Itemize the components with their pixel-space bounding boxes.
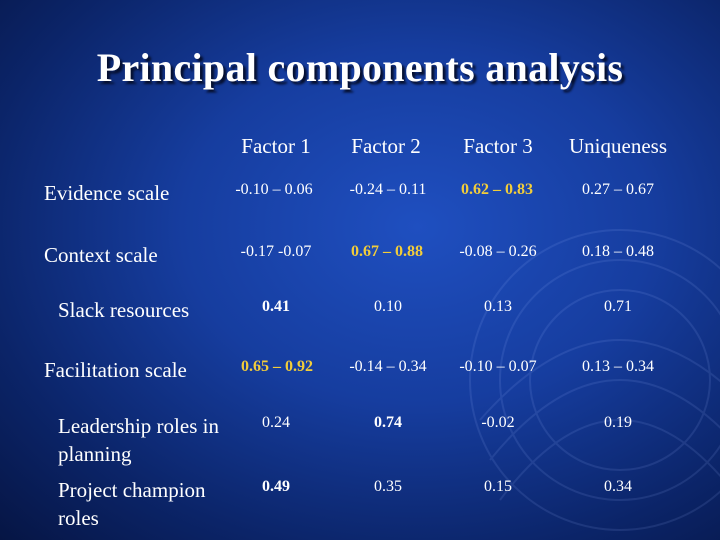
row-label-context-scale: Context scale bbox=[44, 243, 158, 267]
cell-leadership-factor-1: 0.24 bbox=[262, 414, 290, 431]
row-label-slack-resources: Slack resources bbox=[58, 298, 190, 322]
cell-leadership-factor-3: -0.02 bbox=[481, 414, 515, 431]
cell-champion-uniqueness: 0.34 bbox=[604, 478, 632, 495]
cell-evidence-factor-2: -0.24 – 0.11 bbox=[349, 181, 427, 198]
cell-champion-factor-1: 0.49 bbox=[262, 478, 290, 495]
cell-context-factor-3: -0.08 – 0.26 bbox=[459, 243, 537, 260]
cell-evidence-factor-1: -0.10 – 0.06 bbox=[235, 181, 313, 198]
slide-title: Principal components analysis bbox=[96, 45, 624, 90]
row-label-facilitation-scale: Facilitation scale bbox=[44, 358, 187, 382]
cell-facilitation-uniqueness: 0.13 – 0.34 bbox=[582, 358, 654, 375]
cell-context-factor-1: -0.17 -0.07 bbox=[240, 243, 312, 260]
cell-facilitation-factor-3: -0.10 – 0.07 bbox=[459, 358, 537, 375]
cell-context-factor-2-highlight: 0.67 – 0.88 bbox=[351, 243, 423, 260]
column-header-factor-3: Factor 3 bbox=[463, 134, 533, 158]
cell-slack-factor-3: 0.13 bbox=[484, 298, 512, 315]
row-label-leadership-roles: Leadership roles in planning bbox=[58, 414, 219, 466]
column-header-factor-2: Factor 2 bbox=[351, 134, 421, 158]
row-label-project-champion-roles: Project champion roles bbox=[58, 478, 206, 530]
row-label-evidence-scale: Evidence scale bbox=[44, 181, 170, 205]
cell-context-uniqueness: 0.18 – 0.48 bbox=[582, 243, 654, 260]
cell-facilitation-factor-2: -0.14 – 0.34 bbox=[349, 358, 427, 375]
cell-slack-uniqueness: 0.71 bbox=[604, 298, 632, 315]
cell-leadership-uniqueness: 0.19 bbox=[604, 414, 632, 431]
cell-leadership-factor-2: 0.74 bbox=[374, 414, 402, 431]
cell-slack-factor-2: 0.10 bbox=[374, 298, 402, 315]
cell-evidence-factor-3-highlight: 0.62 – 0.83 bbox=[461, 181, 533, 198]
column-header-uniqueness: Uniqueness bbox=[569, 134, 667, 158]
cell-champion-factor-2: 0.35 bbox=[374, 478, 402, 495]
cell-champion-factor-3: 0.15 bbox=[484, 478, 512, 495]
cell-evidence-uniqueness: 0.27 – 0.67 bbox=[582, 181, 654, 198]
background-swirl-decoration bbox=[469, 229, 720, 531]
cell-slack-factor-1: 0.41 bbox=[262, 298, 290, 315]
cell-facilitation-factor-1-highlight: 0.65 – 0.92 bbox=[241, 358, 313, 375]
column-header-factor-1: Factor 1 bbox=[241, 134, 311, 158]
